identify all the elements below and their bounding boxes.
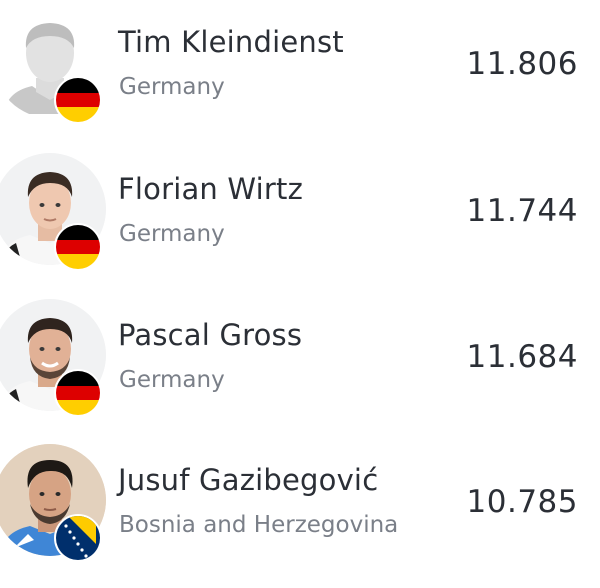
player-name: Florian Wirtz — [118, 172, 304, 206]
player-country: Germany — [119, 367, 225, 393]
player-country: Bosnia and Herzegovina — [119, 512, 399, 538]
player-name: Jusuf Gazibegović — [118, 463, 379, 497]
player-photo — [0, 299, 106, 411]
player-name: Pascal Gross — [118, 318, 303, 352]
germany-flag-icon — [54, 76, 102, 124]
player-country: Germany — [119, 221, 225, 247]
player-value: 11.744 — [466, 193, 578, 229]
player-country: Germany — [119, 74, 225, 100]
player-value: 11.806 — [466, 46, 578, 82]
germany-flag-icon — [54, 369, 102, 417]
player-row[interactable]: Tim Kleindienst Germany 11.806 — [0, 0, 600, 134]
player-name: Tim Kleindienst — [118, 25, 344, 59]
bosnia-flag-icon — [54, 514, 102, 562]
germany-flag-icon — [54, 223, 102, 271]
player-photo — [0, 153, 106, 265]
player-row[interactable]: Jusuf Gazibegović Bosnia and Herzegovina… — [0, 432, 600, 572]
player-value: 10.785 — [466, 484, 578, 520]
player-value: 11.684 — [466, 339, 578, 375]
player-row[interactable]: Pascal Gross Germany 11.684 — [0, 287, 600, 427]
player-row[interactable]: Florian Wirtz Germany 11.744 — [0, 141, 600, 281]
